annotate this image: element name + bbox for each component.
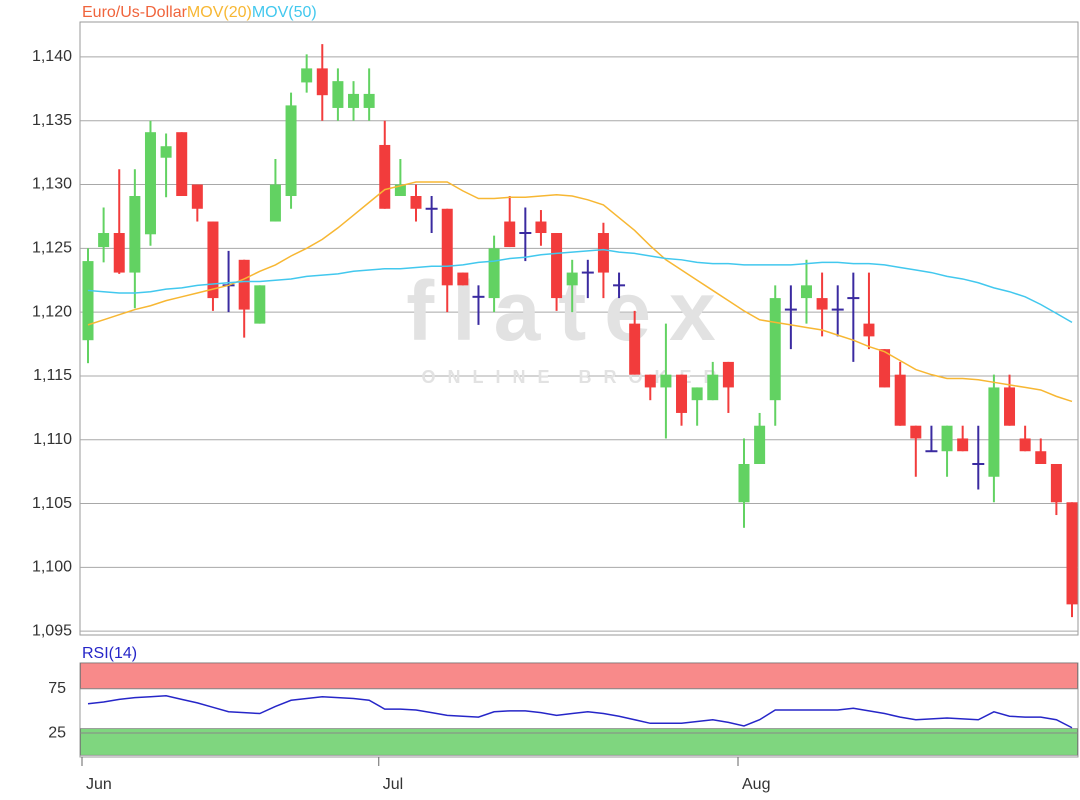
- candle-body: [176, 132, 188, 197]
- candle-body: [535, 221, 547, 234]
- moving-average-line: [87, 248, 1073, 323]
- watermark-subtitle: ONLINE BROKER: [421, 367, 728, 387]
- candle-body: [644, 374, 656, 388]
- legend-entry: Euro/Us-Dollar: [82, 4, 188, 21]
- candle-body: [1050, 463, 1062, 503]
- price-panel: [79, 21, 1079, 636]
- candle-body: [754, 425, 766, 464]
- y-tick-label: 1,140: [32, 48, 72, 65]
- candle-body: [863, 323, 875, 337]
- candle-body: [301, 68, 313, 83]
- y-tick-label: 1,110: [33, 431, 72, 448]
- candle-body: [597, 233, 609, 273]
- candle-body: [722, 361, 734, 388]
- candle-body: [191, 184, 203, 209]
- legend-entry: MOV(50): [252, 4, 317, 21]
- candle-body: [957, 438, 969, 452]
- candle-body: [238, 259, 250, 310]
- y-tick-label: 1,115: [33, 367, 72, 384]
- rsi-line: [87, 695, 1073, 729]
- candle-body: [144, 132, 156, 235]
- candle-body: [113, 233, 125, 273]
- legend-entry: MOV(20): [187, 4, 252, 21]
- candle-body: [910, 425, 922, 439]
- candle-body: [129, 196, 141, 273]
- candle-body: [769, 298, 781, 401]
- candle-body: [207, 221, 219, 299]
- candle-body: [551, 233, 563, 299]
- candle-body: [160, 146, 172, 158]
- candle-body: [488, 248, 500, 299]
- candle-body: [800, 285, 812, 299]
- y-tick-label: 25: [48, 724, 66, 741]
- y-tick-label: 1,100: [32, 559, 72, 576]
- y-tick-label: 1,135: [32, 112, 72, 129]
- candle-body: [660, 374, 672, 388]
- y-tick-label: 1,130: [32, 176, 72, 193]
- y-tick-label: 1,125: [32, 240, 72, 257]
- candle-body: [707, 374, 719, 401]
- candle-body: [98, 233, 110, 248]
- candle-body: [879, 349, 891, 388]
- candle-body: [269, 184, 281, 222]
- candle-body: [82, 261, 94, 341]
- legend: Euro/Us-DollarMOV(20)MOV(50): [82, 4, 317, 21]
- candle-body: [1066, 502, 1078, 605]
- y-tick-label: 1,095: [32, 622, 72, 639]
- candle-body: [816, 298, 828, 310]
- candle-body: [379, 144, 391, 209]
- candle-body: [504, 221, 516, 248]
- candle-body: [394, 184, 406, 197]
- candle-body: [441, 208, 453, 286]
- candle-body: [285, 105, 297, 197]
- candle-body: [332, 81, 344, 108]
- candle-body: [738, 463, 750, 503]
- y-tick-label: 1,105: [32, 495, 72, 512]
- candle-body: [566, 272, 578, 286]
- y-tick-label: 75: [48, 680, 66, 697]
- x-tick-label: Jul: [383, 776, 403, 793]
- x-tick-label: Jun: [86, 776, 112, 793]
- candle-body: [1004, 387, 1016, 426]
- candle-body: [348, 93, 360, 108]
- candle-body: [363, 93, 375, 108]
- candle-body: [894, 374, 906, 426]
- candle-body: [457, 272, 469, 286]
- rsi-zone: [80, 662, 1078, 690]
- candle-body: [1019, 438, 1031, 452]
- candle-body: [676, 374, 688, 413]
- candle-body: [988, 387, 1000, 477]
- candle-body: [410, 196, 422, 209]
- y-tick-label: 1,120: [32, 303, 72, 320]
- candle-body: [629, 323, 641, 375]
- candle-body: [316, 68, 328, 96]
- candle-body: [691, 387, 703, 401]
- candle-body: [941, 425, 953, 452]
- rsi-label: RSI(14): [82, 645, 137, 662]
- x-tick-label: Aug: [742, 776, 770, 793]
- moving-average-line: [87, 181, 1073, 403]
- candle-body: [1035, 451, 1047, 464]
- candle-body: [254, 285, 266, 324]
